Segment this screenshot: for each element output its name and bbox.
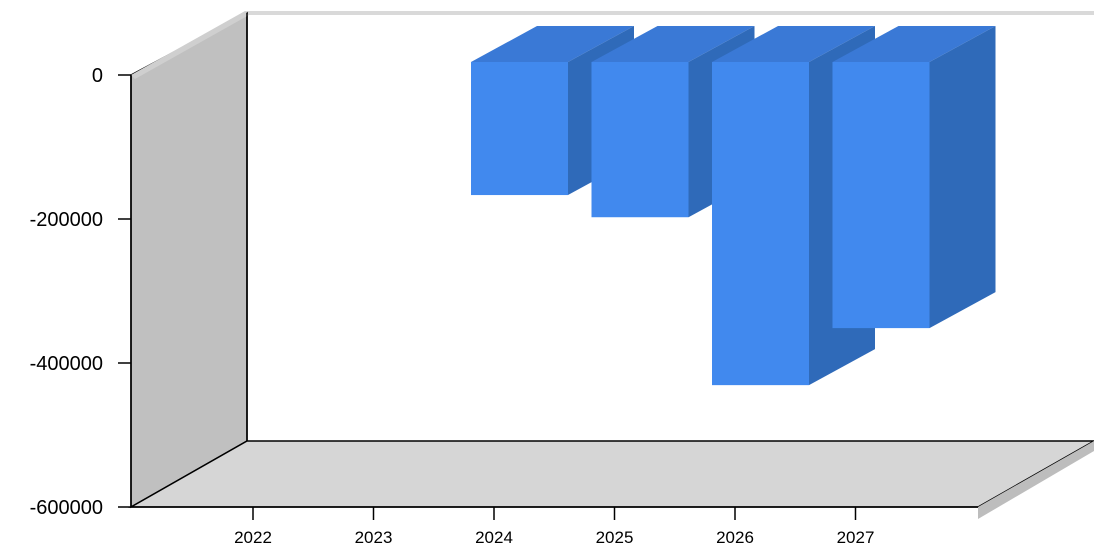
floor-edge-shadow <box>978 441 1094 519</box>
bar-front-face <box>471 62 568 196</box>
x-tick-label: 2022 <box>234 528 272 547</box>
left-wall <box>130 11 248 509</box>
bars-group <box>471 26 996 386</box>
y-tick-label: -600000 <box>30 497 103 519</box>
bar-top-face <box>832 26 996 62</box>
bar-front-face <box>712 62 809 386</box>
bar-top-face <box>471 26 634 62</box>
y-tick-label: -400000 <box>30 353 103 375</box>
bar-top-face <box>591 26 755 62</box>
x-tick-label: 2026 <box>716 528 754 547</box>
bar-2027 <box>832 26 996 329</box>
floor <box>128 440 1094 508</box>
y-axis: 0 -200000 -400000 -600000 <box>30 65 131 519</box>
bar-top-face <box>712 26 875 62</box>
left-wall-top-shadow <box>131 11 249 79</box>
x-tick-label: 2025 <box>596 528 634 547</box>
x-axis: 2022 2023 2024 2025 2026 2027 <box>234 507 874 547</box>
y-tick-label: -200000 <box>30 209 103 231</box>
x-tick-label: 2024 <box>475 528 513 547</box>
y-tick-label: 0 <box>92 65 103 87</box>
bar-side-face <box>929 26 996 329</box>
bar-front-face <box>832 62 930 329</box>
x-tick-label: 2027 <box>837 528 875 547</box>
bar-front-face <box>591 62 689 218</box>
x-tick-label: 2023 <box>355 528 393 547</box>
